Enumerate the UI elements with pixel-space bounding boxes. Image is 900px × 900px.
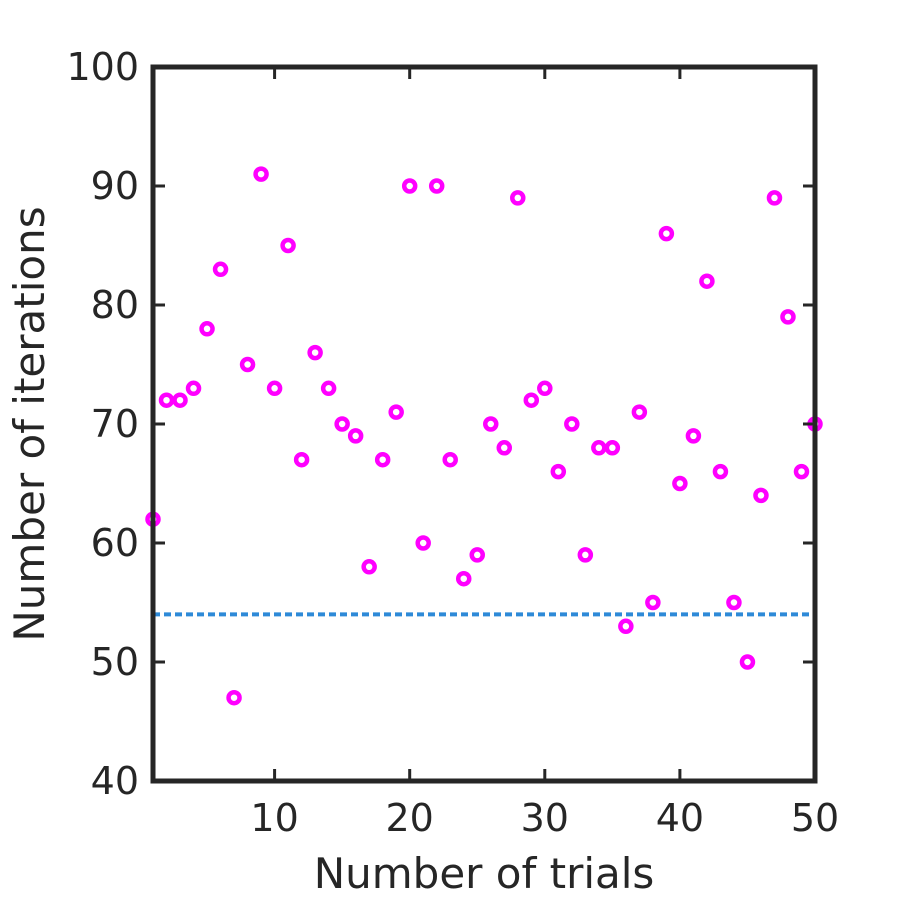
data-points bbox=[145, 166, 823, 706]
data-point bbox=[280, 237, 296, 254]
data-point bbox=[415, 535, 431, 551]
data-point bbox=[320, 380, 337, 397]
data-point bbox=[185, 380, 202, 397]
data-point bbox=[388, 404, 404, 420]
data-point bbox=[618, 618, 634, 635]
y-tick-label: 80 bbox=[91, 283, 139, 327]
data-point bbox=[510, 190, 526, 206]
tick-labels: 10 20 30 40 50 40 50 60 70 80 90 100 bbox=[66, 45, 839, 840]
data-point bbox=[658, 225, 675, 242]
y-tick-label: 40 bbox=[91, 759, 139, 803]
y-tick-label: 70 bbox=[91, 402, 139, 446]
data-point bbox=[455, 570, 472, 587]
x-tick-label: 20 bbox=[386, 796, 434, 840]
data-point bbox=[199, 321, 215, 337]
data-point bbox=[550, 463, 567, 480]
data-point bbox=[726, 594, 742, 611]
data-point bbox=[496, 440, 513, 456]
data-point bbox=[361, 559, 377, 575]
data-point bbox=[442, 451, 458, 468]
data-point bbox=[591, 440, 607, 456]
plot-frame bbox=[150, 64, 818, 784]
data-point bbox=[469, 547, 485, 563]
data-point bbox=[645, 594, 661, 611]
data-point bbox=[793, 463, 810, 480]
data-point bbox=[172, 392, 188, 408]
data-point bbox=[753, 487, 769, 504]
x-tick-label: 30 bbox=[521, 796, 569, 840]
data-point bbox=[699, 273, 715, 289]
data-point bbox=[158, 392, 175, 408]
data-point bbox=[739, 654, 756, 670]
x-tick-label: 50 bbox=[791, 796, 839, 840]
data-point bbox=[537, 380, 553, 397]
data-point bbox=[293, 451, 310, 468]
data-point bbox=[239, 356, 256, 373]
data-point bbox=[631, 404, 648, 420]
data-point bbox=[672, 475, 688, 492]
data-point bbox=[374, 451, 391, 468]
data-point bbox=[780, 309, 796, 325]
data-point bbox=[253, 166, 269, 182]
data-point bbox=[685, 428, 702, 444]
y-tick-label: 100 bbox=[66, 45, 139, 89]
data-point bbox=[523, 392, 540, 408]
y-tick-label: 60 bbox=[91, 521, 139, 565]
data-point bbox=[428, 178, 445, 194]
data-point bbox=[604, 440, 621, 456]
data-point bbox=[307, 344, 323, 361]
y-tick-label: 50 bbox=[91, 640, 139, 684]
x-axis-label: Number of trials bbox=[314, 849, 655, 898]
data-point bbox=[226, 689, 242, 706]
data-point bbox=[347, 428, 364, 444]
data-point bbox=[577, 547, 594, 563]
data-point bbox=[564, 416, 580, 432]
data-point bbox=[212, 261, 229, 278]
data-point bbox=[483, 416, 499, 432]
data-point bbox=[334, 416, 350, 432]
data-point bbox=[401, 178, 418, 194]
data-point bbox=[712, 463, 729, 480]
x-tick-label: 40 bbox=[656, 796, 704, 840]
data-point bbox=[766, 190, 783, 206]
data-point bbox=[266, 380, 283, 397]
y-axis-label: Number of iterations bbox=[5, 206, 54, 641]
x-tick-label: 10 bbox=[250, 796, 298, 840]
y-tick-label: 90 bbox=[91, 164, 139, 208]
